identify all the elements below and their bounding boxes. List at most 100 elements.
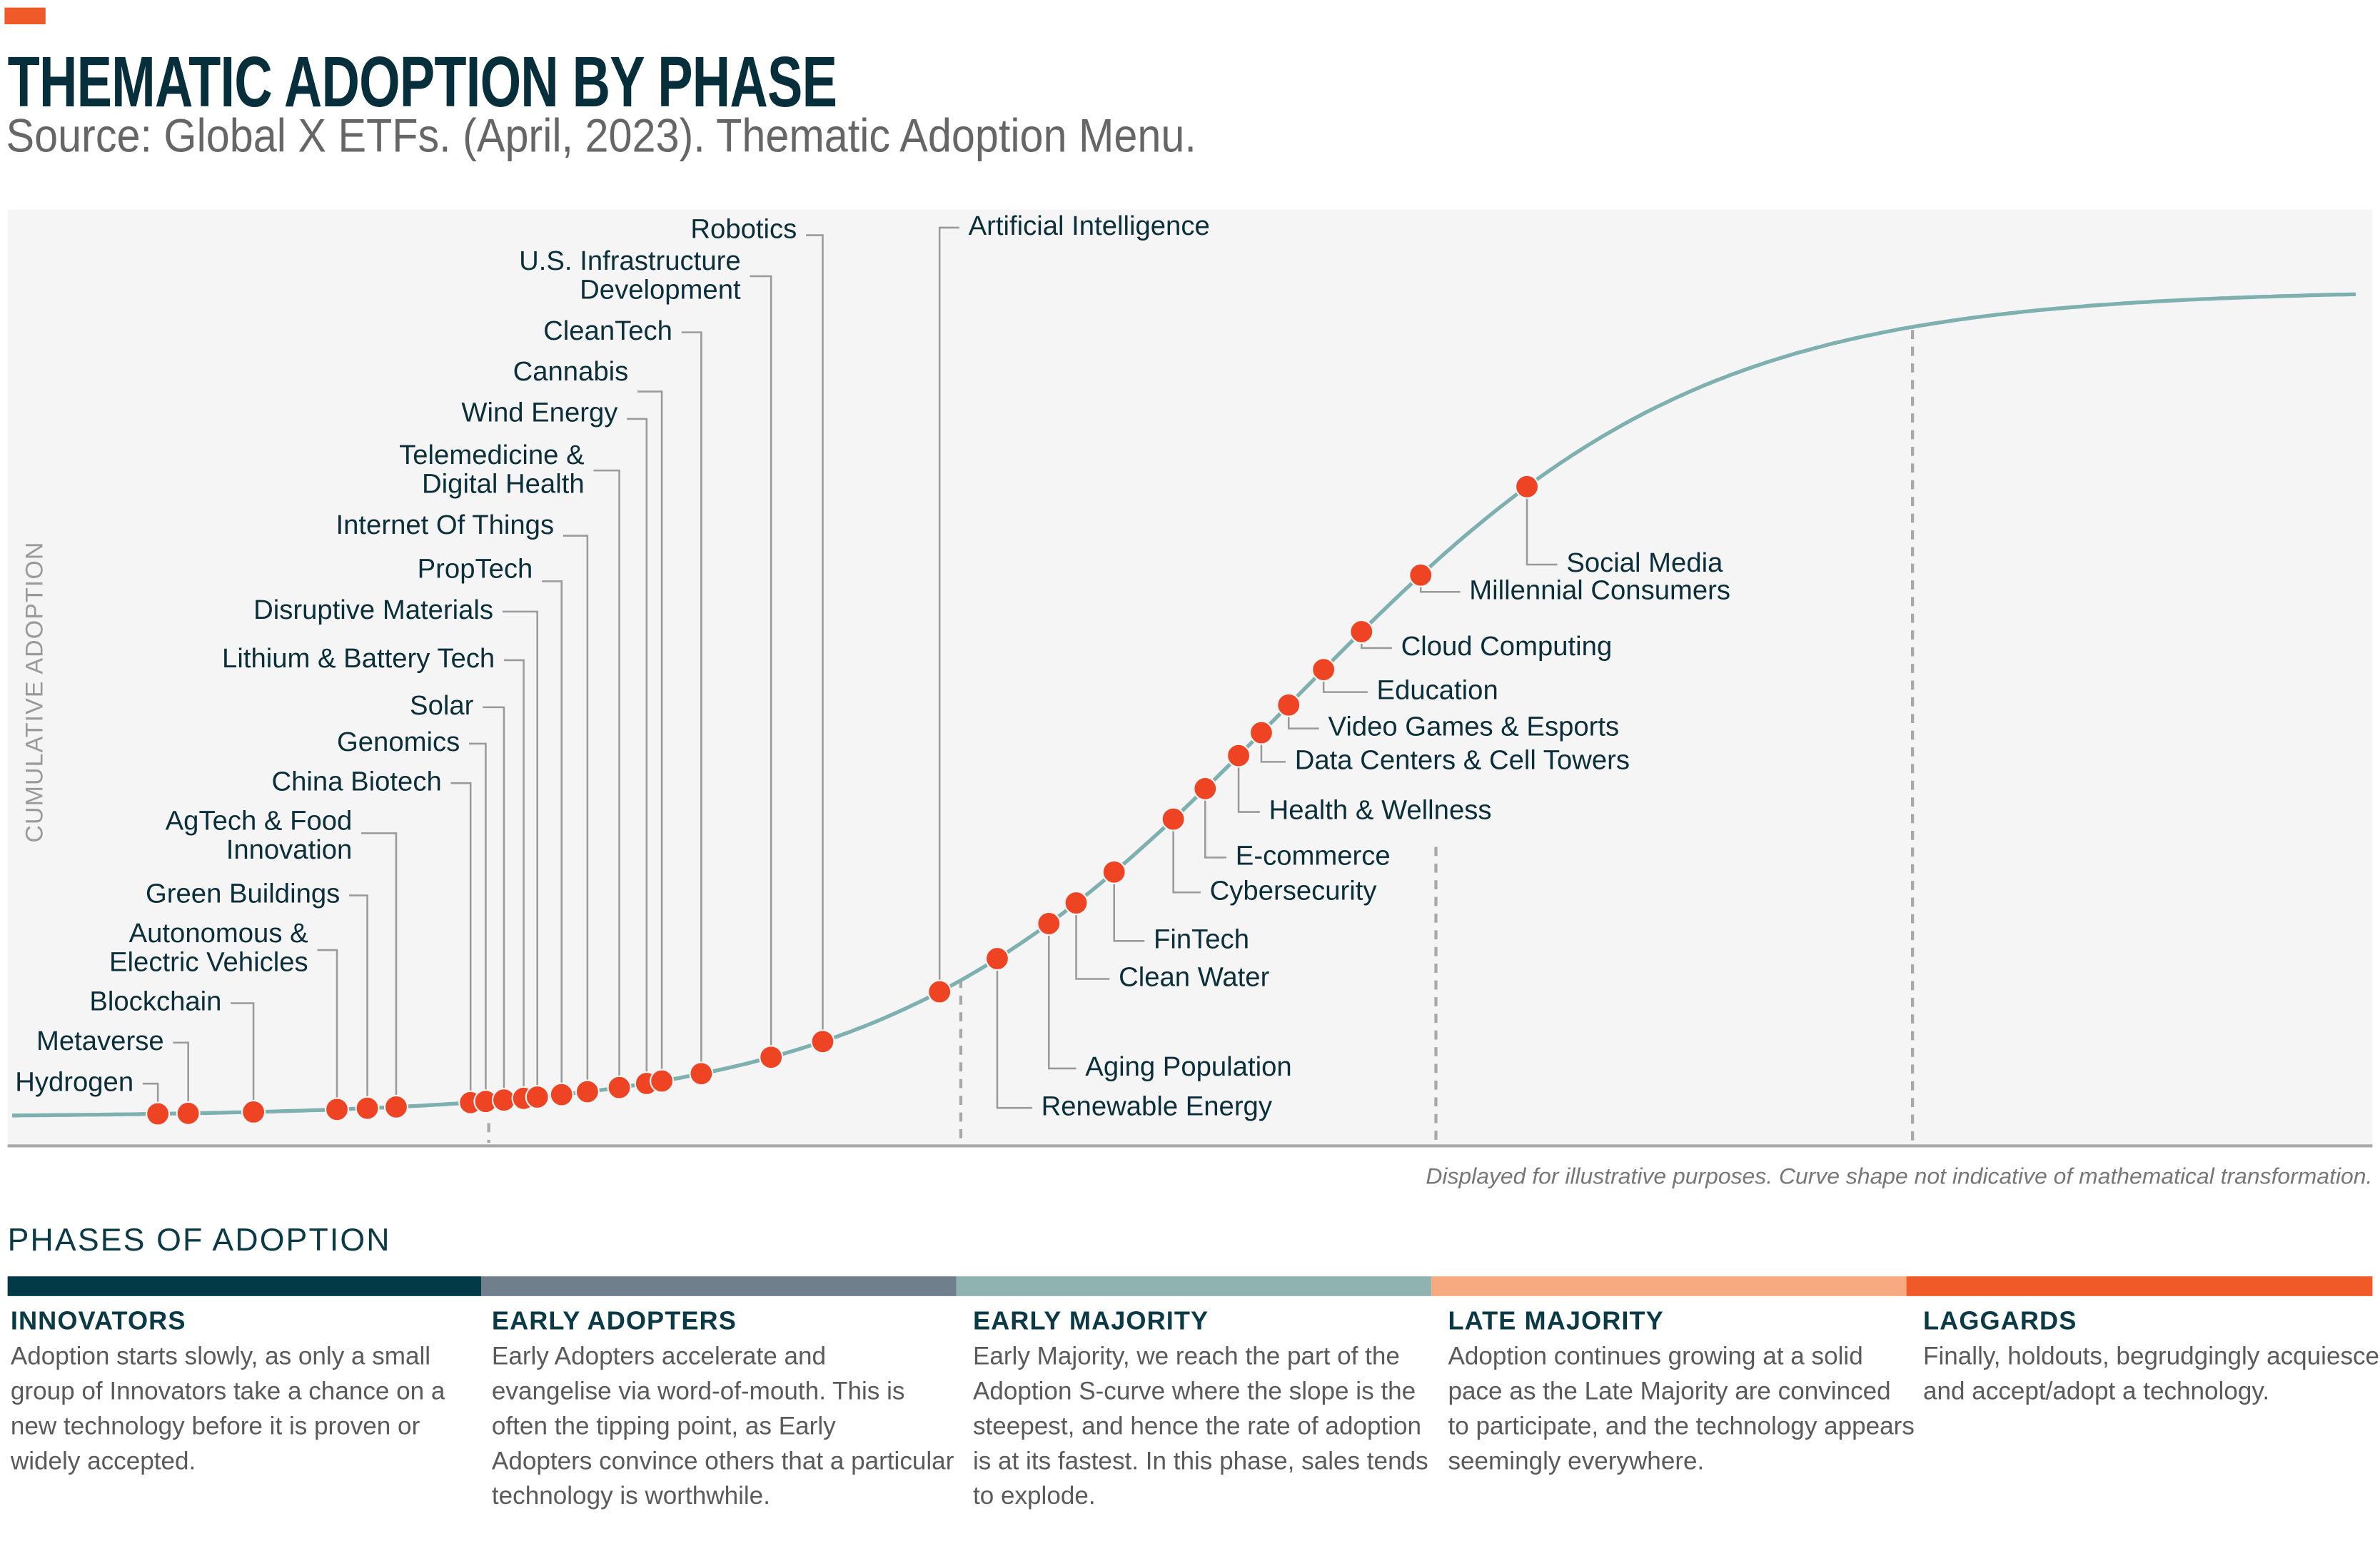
theme-label-education: Education (1377, 675, 1498, 706)
theme-label-green-buildings: Green Buildings (146, 879, 340, 909)
theme-label-robotics: Robotics (690, 213, 797, 244)
theme-label-blockchain: Blockchain (89, 986, 221, 1017)
phase-title: EARLY ADOPTERS (491, 1306, 737, 1336)
phase-color-bar-early-majority (956, 1276, 1432, 1296)
theme-label-solar: Solar (410, 690, 474, 721)
leader-line-clean-water (1075, 903, 1110, 980)
theme-label-aging-population: Aging Population (1085, 1051, 1291, 1082)
theme-dot-u-s-infrastructure-development[interactable] (759, 1045, 784, 1070)
theme-dot-data-centers-cell-towers[interactable] (1249, 720, 1274, 745)
leader-line-u-s-infrastructure-development (750, 275, 772, 1058)
phase-color-bar-laggards (1906, 1276, 2373, 1296)
phase-description-line: steepest, and hence the rate of adoption (972, 1413, 1422, 1440)
theme-label-cannabis: Cannabis (513, 356, 629, 387)
leader-line-aging-population (1047, 923, 1076, 1070)
theme-label-video-games-esports: Video Games & Esports (1328, 712, 1620, 742)
phase-description-line: Adoption S-curve where the slope is the (972, 1378, 1416, 1405)
y-axis-label: CUMULATIVE ADOPTION (21, 542, 49, 843)
phase-column-early-majority: EARLY MAJORITY Early Majority, we reach t… (973, 1307, 1436, 1515)
theme-label-u-s-infrastructure-development: Development (580, 274, 741, 305)
theme-label-wind-energy: Wind Energy (461, 398, 618, 428)
theme-dot-disruptive-materials[interactable] (525, 1085, 550, 1110)
phase-description-line: pace as the Late Majority are convinced (1448, 1378, 1891, 1405)
phase-description-line: Adopters convince others that a particul… (491, 1448, 954, 1475)
phase-color-bar-late-majority (1431, 1276, 1907, 1296)
phase-description-line: and accept/adopt a technology. (1923, 1378, 2270, 1405)
leader-line-wind-energy (627, 418, 648, 1083)
leader-line-renewable-energy (996, 959, 1032, 1109)
theme-dot-metaverse[interactable] (176, 1101, 201, 1126)
theme-label-genomics: Genomics (337, 727, 460, 757)
theme-dot-millennial-consumers[interactable] (1408, 562, 1433, 587)
leader-line-cybersecurity (1172, 819, 1201, 894)
theme-label-disruptive-materials: Disruptive Materials (253, 595, 493, 625)
leader-line-lithium-battery-tech (503, 659, 525, 1098)
phase-description-line: widely accepted. (10, 1448, 196, 1475)
theme-label-cloud-computing: Cloud Computing (1401, 631, 1613, 662)
theme-label-data-centers-cell-towers: Data Centers & Cell Towers (1295, 745, 1630, 776)
leader-line-disruptive-materials (502, 610, 538, 1098)
theme-label-telemedicine-digital-health: Digital Health (422, 469, 585, 500)
theme-dot-autonomous-electric-vehicles[interactable] (325, 1097, 350, 1122)
leader-line-e-commerce (1204, 788, 1227, 859)
leader-line-solar (483, 706, 505, 1101)
theme-dot-education[interactable] (1311, 657, 1336, 682)
theme-label-social-media: Social Media (1566, 547, 1723, 578)
phase-column-early-adopters: EARLY ADOPTERS Early Adopters accelerate … (492, 1307, 955, 1515)
theme-dot-green-buildings[interactable] (355, 1096, 380, 1121)
leader-line-green-buildings (349, 894, 368, 1108)
theme-dot-artificial-intelligence[interactable] (927, 979, 952, 1004)
theme-dot-cleantech[interactable] (689, 1061, 714, 1086)
leader-line-proptech (542, 580, 563, 1095)
leader-line-genomics (469, 742, 487, 1102)
leader-line-robotics (806, 234, 824, 1042)
page-title: THEMATIC ADOPTION BY PHASE (7, 41, 837, 122)
leader-line-cannabis (637, 390, 663, 1081)
theme-dot-telemedicine-digital-health[interactable] (607, 1075, 632, 1100)
leader-line-cleantech (681, 331, 702, 1074)
phase-description-line: technology is worthwhile. (491, 1482, 770, 1510)
theme-dot-agtech-food-innovation[interactable] (383, 1094, 408, 1119)
theme-label-e-commerce: E-commerce (1236, 840, 1391, 871)
phase-description-line: to explode. (972, 1482, 1096, 1510)
leader-line-internet-of-things (563, 535, 589, 1092)
theme-dot-video-games-esports[interactable] (1276, 692, 1301, 717)
theme-dot-social-media[interactable] (1515, 474, 1540, 499)
theme-dot-fintech[interactable] (1101, 859, 1126, 884)
theme-dot-cloud-computing[interactable] (1349, 619, 1374, 644)
phase-description-line: to participate, and the technology appea… (1448, 1413, 1915, 1440)
phase-column-laggards: LAGGARDS Finally, holdouts, begrudgingly … (1923, 1307, 2380, 1410)
chart-footnote: Displayed for illustrative purposes. Cur… (1426, 1163, 2373, 1191)
phase-description-line: seemingly everywhere. (1448, 1448, 1705, 1475)
theme-dot-health-wellness[interactable] (1226, 743, 1251, 768)
theme-label-internet-of-things: Internet Of Things (336, 510, 555, 540)
theme-dot-internet-of-things[interactable] (575, 1079, 600, 1104)
theme-label-agtech-food-innovation: AgTech & Food (166, 806, 353, 837)
leader-line-china-biotech (450, 782, 472, 1103)
theme-dot-e-commerce[interactable] (1193, 776, 1218, 801)
theme-label-millennial-consumers: Millennial Consumers (1469, 575, 1730, 605)
phase-description-line: Adoption starts slowly, as only a small (10, 1343, 431, 1371)
theme-dot-aging-population[interactable] (1037, 911, 1062, 936)
phase-description-line: group of Innovators take a chance on a (10, 1378, 445, 1405)
theme-dot-proptech[interactable] (549, 1082, 574, 1107)
theme-dot-blockchain[interactable] (241, 1099, 266, 1124)
theme-dot-cybersecurity[interactable] (1161, 807, 1186, 832)
theme-dot-cannabis[interactable] (650, 1068, 675, 1093)
phase-description-line: Early Adopters accelerate and (491, 1343, 827, 1371)
theme-dot-robotics[interactable] (810, 1029, 835, 1054)
phase-column-late-majority: LATE MAJORITY Adoption continues growing … (1448, 1306, 1915, 1480)
theme-dot-clean-water[interactable] (1064, 891, 1089, 916)
theme-label-clean-water: Clean Water (1119, 962, 1270, 993)
phase-title: LATE MAJORITY (1448, 1306, 1664, 1336)
leader-line-fintech (1113, 872, 1145, 942)
phase-column-innovators: INNOVATORS Adoption starts slowly, as onl… (11, 1307, 474, 1480)
theme-dot-hydrogen[interactable] (146, 1101, 171, 1126)
theme-label-fintech: FinTech (1154, 924, 1249, 954)
leader-line-health-wellness (1237, 755, 1260, 813)
theme-dot-renewable-energy[interactable] (984, 946, 1009, 971)
phase-description-line: evangelise via word-of-mouth. This is (491, 1378, 905, 1405)
theme-label-proptech: PropTech (418, 554, 533, 585)
